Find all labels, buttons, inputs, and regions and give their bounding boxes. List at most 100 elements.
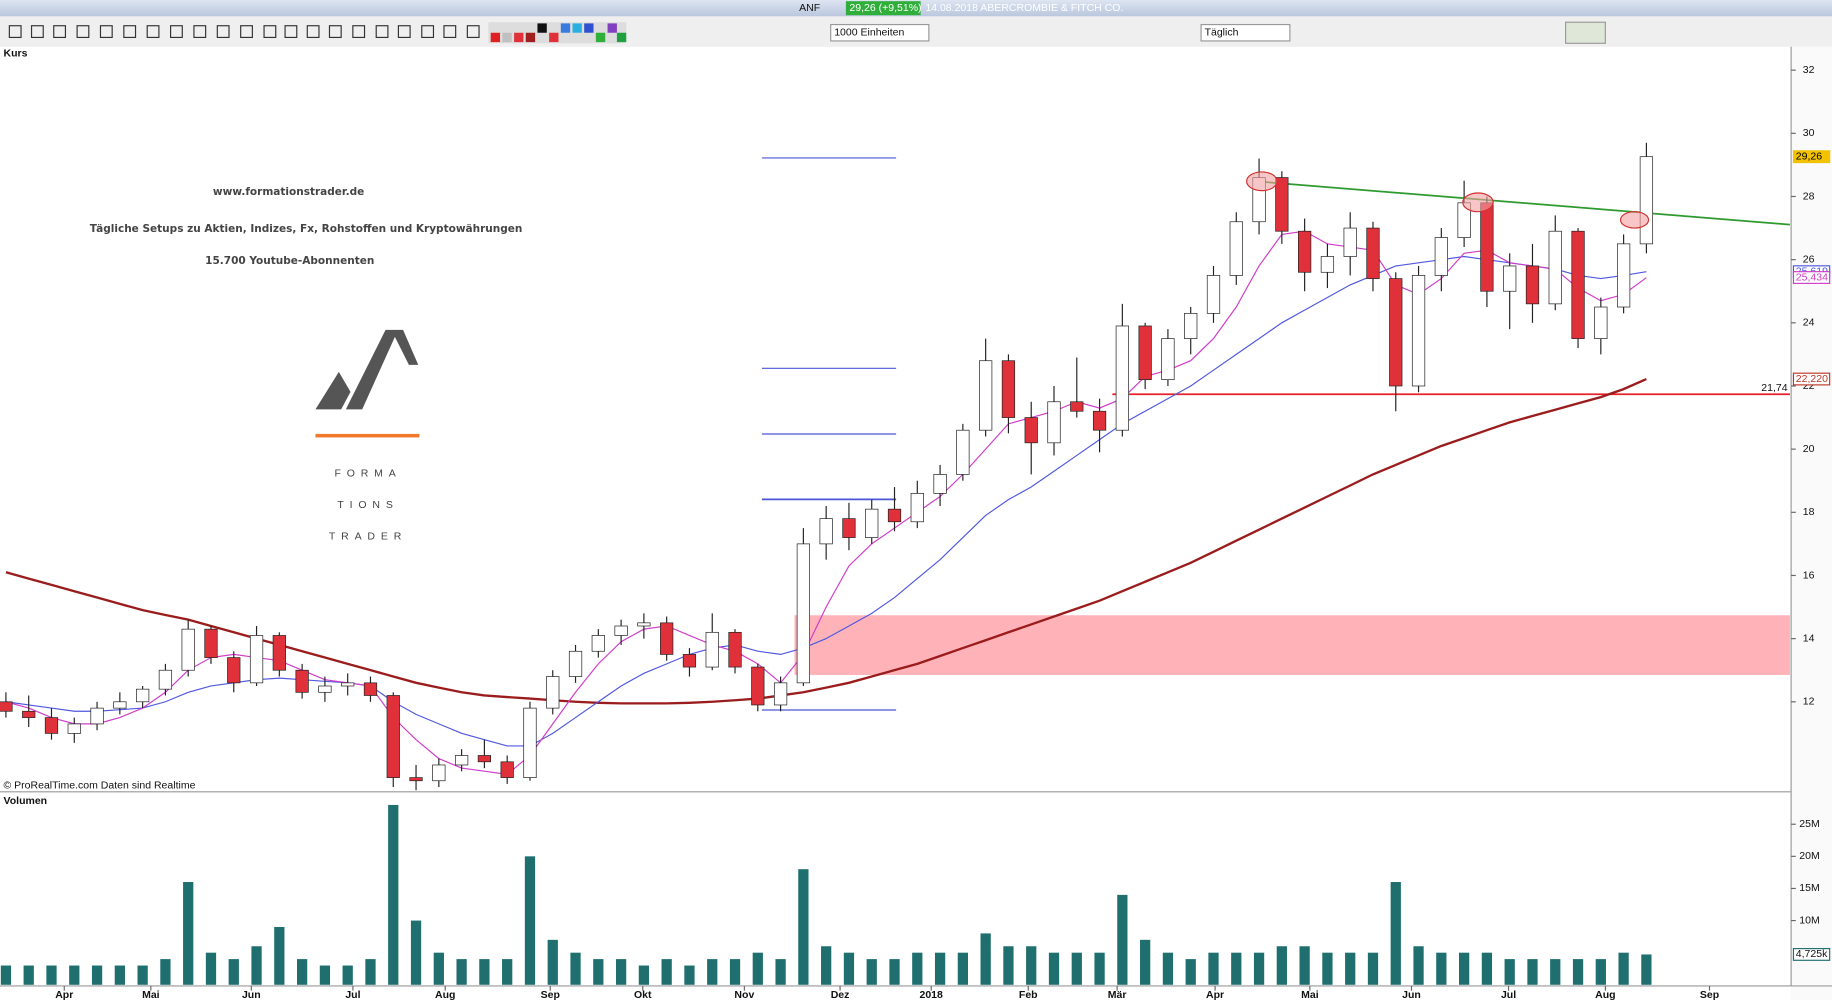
tool-icons[interactable] <box>8 25 480 39</box>
volume-bar <box>684 965 695 985</box>
y-tick-label: 14 <box>1803 632 1815 644</box>
y-tick-label: 10M <box>1799 914 1819 926</box>
volume-bar <box>957 952 968 985</box>
volume-bar <box>1413 946 1424 985</box>
volume-bar <box>729 959 741 985</box>
candle-body <box>1138 325 1152 381</box>
chart-type-button[interactable] <box>1565 21 1606 44</box>
volume-bar <box>1140 939 1151 985</box>
volume-bar <box>69 965 80 985</box>
logo <box>315 329 420 438</box>
candle-body <box>113 701 127 709</box>
candle-body <box>523 707 537 778</box>
candle-body <box>1571 230 1585 339</box>
watermark-url: www.formationstrader.de <box>213 186 364 198</box>
candle-body <box>432 764 446 782</box>
candle-body <box>1024 417 1038 444</box>
volume-bar <box>46 965 57 985</box>
x-tick-label: Jul <box>1501 989 1516 1000</box>
volume-bar <box>1276 946 1287 985</box>
volume-bar <box>1208 952 1219 985</box>
volume-bar <box>752 952 763 985</box>
volume-bar <box>433 952 444 985</box>
x-tick-label: Nov <box>734 989 754 1000</box>
candle-body <box>1275 177 1289 232</box>
volume-bar <box>1117 894 1128 985</box>
volume-bar <box>980 933 991 985</box>
y-tick-label: 32 <box>1803 64 1815 76</box>
volume-label: 4,725k <box>1796 948 1828 960</box>
candle-body <box>637 622 651 627</box>
candle-body <box>956 429 970 475</box>
period: Täglich <box>1205 27 1239 39</box>
x-tick-label: Feb <box>1019 989 1038 1000</box>
candle-body <box>1047 401 1061 444</box>
window-title: 14.08.2018 ABERCROMBIE & FITCH CO. <box>925 2 1123 14</box>
candle-body <box>1298 230 1312 273</box>
candle-body <box>842 518 856 538</box>
period-dropdown[interactable] <box>1200 23 1291 42</box>
volume-bar <box>114 965 125 985</box>
volume-bar <box>456 959 467 985</box>
y-tick-label: 22 <box>1803 380 1815 392</box>
candle-body <box>1434 237 1448 276</box>
volume-bar <box>1481 952 1493 985</box>
volume-bar <box>524 856 536 985</box>
volume-bar <box>1185 959 1196 985</box>
candle-body <box>1070 401 1084 412</box>
panel-title: Volumen <box>4 795 48 807</box>
panel-title: Kurs <box>4 48 28 60</box>
y-tick-label: 20M <box>1799 850 1819 862</box>
candle-body <box>1525 265 1540 305</box>
candle-body <box>1343 227 1357 257</box>
volume-bar <box>1572 959 1584 985</box>
candle-body <box>979 360 993 431</box>
volume-bar <box>1550 959 1561 985</box>
candle-body <box>409 777 423 782</box>
candle-body <box>1503 265 1517 292</box>
candle-body <box>1320 256 1335 273</box>
x-tick-label: Mär <box>1108 989 1127 1000</box>
plot: 121416182022242628303221,7429,2625,61925… <box>0 64 1831 1000</box>
color-swatches[interactable] <box>488 22 627 44</box>
candle-body <box>1161 338 1175 381</box>
volume-bar <box>843 952 855 985</box>
volume-bar <box>1595 959 1606 985</box>
volume-bar <box>593 959 604 985</box>
candle-body <box>44 717 59 734</box>
units-dropdown[interactable] <box>830 23 930 42</box>
candle-body <box>660 622 674 655</box>
volume-bar <box>1458 952 1470 985</box>
candle-body <box>546 676 560 709</box>
volume-bar <box>615 959 627 985</box>
volume-bar <box>23 965 34 985</box>
volume-bar <box>1436 952 1447 985</box>
footer: © ProRealTime.com Daten sind Realtime <box>4 780 196 792</box>
candle-body <box>477 755 492 763</box>
volume-bar <box>775 959 786 985</box>
volume-bar <box>502 959 513 985</box>
x-tick-label: Mai <box>1301 989 1319 1000</box>
volume-bar <box>661 959 672 985</box>
candle-body <box>454 755 469 766</box>
volume-bar <box>1641 954 1652 985</box>
candle-body <box>933 474 947 494</box>
trendline <box>1256 180 1791 226</box>
volume-bar <box>1253 952 1265 985</box>
candle-body <box>682 654 697 668</box>
x-tick-label: Jul <box>345 989 360 1000</box>
volume-bar <box>821 946 832 985</box>
candle-body <box>204 628 218 658</box>
volume-bar <box>1003 946 1014 985</box>
volume-bar <box>0 965 12 985</box>
volume-bar <box>160 959 171 985</box>
volume-bar <box>1094 952 1105 985</box>
y-tick-label: 30 <box>1803 127 1815 139</box>
candle-body <box>614 625 628 636</box>
volume-bar <box>1527 959 1538 985</box>
logo-text: TIONS <box>337 499 398 511</box>
volume-bar <box>638 965 650 985</box>
x-tick-label: Sep <box>541 989 560 1000</box>
symbol: ANF <box>799 2 820 14</box>
